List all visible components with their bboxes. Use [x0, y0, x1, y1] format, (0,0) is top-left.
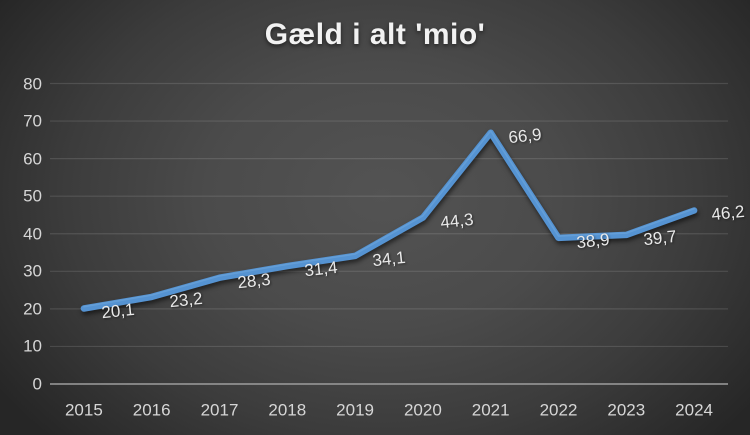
x-axis-tick-label: 2022	[539, 400, 578, 420]
y-axis-tick-label: 30	[23, 261, 42, 281]
data-point-label: 66,9	[507, 124, 543, 147]
y-axis-tick-label: 60	[23, 149, 42, 169]
data-series-line	[80, 129, 698, 312]
data-point-label: 23,2	[168, 288, 204, 312]
x-axis-tick-label: 2019	[336, 400, 375, 420]
x-axis-tick-label: 2020	[403, 400, 442, 420]
y-axis-tick-label: 20	[23, 299, 42, 319]
data-point-label: 46,2	[710, 202, 746, 225]
y-axis-tick-label: 80	[23, 74, 42, 93]
x-axis-tick-label: 2016	[132, 400, 171, 420]
x-axis-tick-label: 2021	[471, 400, 510, 420]
y-axis-tick-label: 50	[23, 186, 42, 206]
data-point-label: 44,3	[439, 209, 475, 232]
data-point-label: 31,4	[303, 257, 339, 281]
y-axis-tick-label: 10	[23, 336, 42, 356]
chart-title: Gæld i alt 'mio'	[264, 18, 486, 51]
x-axis-tick-label: 2024	[675, 400, 714, 420]
x-axis-tick-label: 2015	[64, 400, 103, 420]
x-axis-tick-label: 2017	[200, 400, 239, 420]
data-point-label: 28,3	[236, 269, 271, 292]
data-point-label: 20,1	[100, 300, 136, 323]
data-point-label: 34,1	[371, 247, 407, 271]
y-axis-tick-label: 0	[32, 374, 42, 394]
y-axis-tick-label: 70	[23, 111, 42, 131]
x-axis-tick-label: 2018	[268, 400, 307, 420]
data-point-label: 38,9	[575, 229, 610, 253]
data-point-label: 39,7	[642, 226, 678, 250]
y-axis-tick-label: 40	[23, 224, 42, 244]
x-axis-tick-label: 2023	[607, 400, 646, 420]
data-series-line-highlight	[83, 130, 695, 308]
